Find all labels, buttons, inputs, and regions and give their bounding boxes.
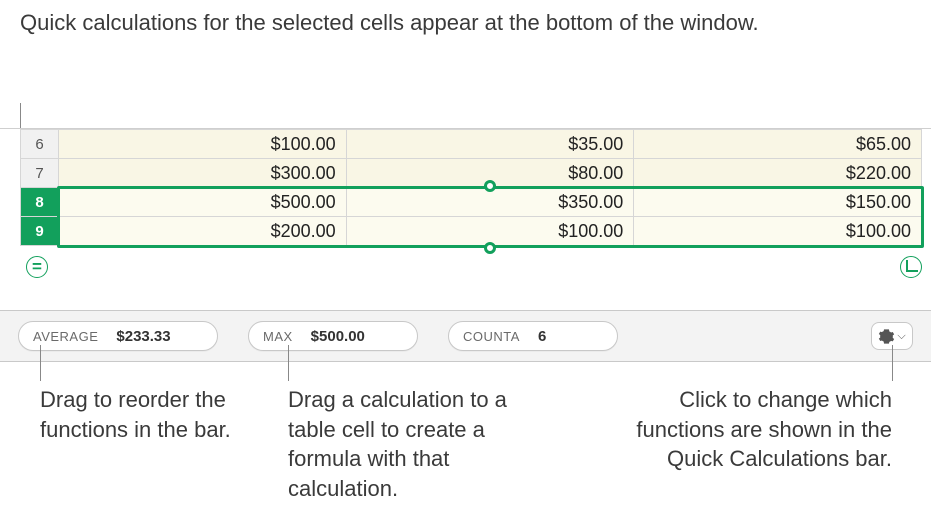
callout-line-left: [40, 345, 41, 381]
table-resize-button[interactable]: [900, 256, 922, 278]
cell[interactable]: $350.00: [346, 188, 634, 217]
insert-formula-button[interactable]: =: [26, 256, 48, 278]
table-row[interactable]: 8$500.00$350.00$150.00: [21, 188, 922, 217]
table-row[interactable]: 9$200.00$100.00$100.00: [21, 217, 922, 246]
chevron-down-icon: ⌵: [897, 330, 905, 343]
quickcalc-value: 6: [538, 328, 546, 345]
row-header[interactable]: 7: [21, 159, 59, 188]
cell[interactable]: $150.00: [634, 188, 922, 217]
callout-bottom-mid: Drag a calculation to a table cell to cr…: [288, 385, 544, 504]
cell[interactable]: $200.00: [59, 217, 347, 246]
quickcalc-pill-counta[interactable]: COUNTA 6: [448, 321, 618, 351]
callout-line-right: [892, 345, 893, 381]
row-header[interactable]: 6: [21, 130, 59, 159]
callout-line-mid: [288, 345, 289, 381]
quickcalc-label: AVERAGE: [33, 329, 98, 344]
spreadsheet-table[interactable]: 6$100.00$35.00$65.007$300.00$80.00$220.0…: [20, 129, 922, 246]
row-header[interactable]: 9: [21, 217, 59, 246]
cell[interactable]: $80.00: [346, 159, 634, 188]
cell[interactable]: $300.00: [59, 159, 347, 188]
cell[interactable]: $100.00: [346, 217, 634, 246]
cell[interactable]: $100.00: [59, 130, 347, 159]
cell[interactable]: $500.00: [59, 188, 347, 217]
cell[interactable]: $65.00: [634, 130, 922, 159]
quickcalc-pill-average[interactable]: AVERAGE $233.33: [18, 321, 218, 351]
cell[interactable]: $100.00: [634, 217, 922, 246]
row-header[interactable]: 8: [21, 188, 59, 217]
quickcalc-value: $500.00: [311, 328, 365, 345]
cell[interactable]: $35.00: [346, 130, 634, 159]
quickcalc-pill-max[interactable]: MAX $500.00: [248, 321, 418, 351]
quickcalc-label: MAX: [263, 329, 293, 344]
callout-bottom-left: Drag to reorder the functions in the bar…: [40, 385, 250, 444]
cell[interactable]: $220.00: [634, 159, 922, 188]
callout-bottom-right: Click to change which functions are show…: [612, 385, 892, 474]
gear-icon: [878, 328, 895, 345]
table-row[interactable]: 6$100.00$35.00$65.00: [21, 130, 922, 159]
quick-calculations-bar: AVERAGE $233.33 MAX $500.00 COUNTA 6 ⌵: [0, 310, 931, 362]
callout-top-text: Quick calculations for the selected cell…: [20, 8, 759, 38]
quickcalc-label: COUNTA: [463, 329, 520, 344]
spreadsheet-area: 6$100.00$35.00$65.007$300.00$80.00$220.0…: [0, 128, 931, 246]
quickcalc-value: $233.33: [116, 328, 170, 345]
table-row[interactable]: 7$300.00$80.00$220.00: [21, 159, 922, 188]
